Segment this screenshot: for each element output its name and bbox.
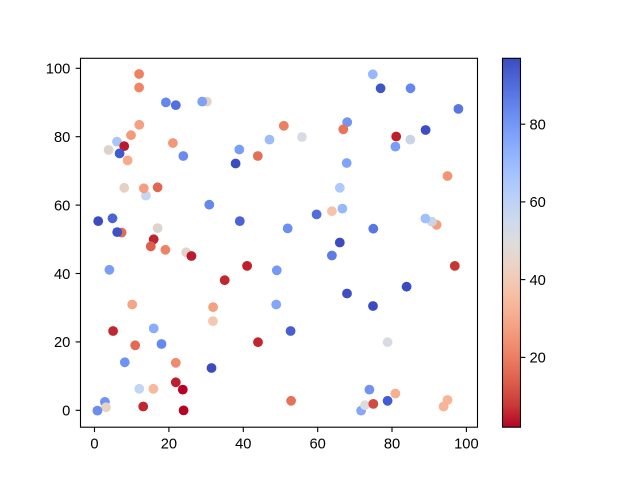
svg-text:80: 80: [384, 436, 400, 452]
svg-text:0: 0: [62, 404, 70, 420]
svg-text:0: 0: [90, 436, 98, 452]
svg-text:100: 100: [454, 436, 479, 452]
svg-text:20: 20: [161, 436, 177, 452]
svg-text:40: 40: [54, 267, 70, 283]
svg-text:40: 40: [235, 436, 251, 452]
svg-text:80: 80: [530, 117, 546, 133]
svg-text:20: 20: [54, 335, 70, 351]
svg-text:60: 60: [54, 198, 70, 214]
svg-text:100: 100: [46, 62, 71, 78]
svg-text:20: 20: [530, 351, 546, 367]
svg-text:80: 80: [54, 130, 70, 146]
svg-text:40: 40: [530, 273, 546, 289]
svg-text:60: 60: [530, 195, 546, 211]
svg-text:60: 60: [310, 436, 326, 452]
